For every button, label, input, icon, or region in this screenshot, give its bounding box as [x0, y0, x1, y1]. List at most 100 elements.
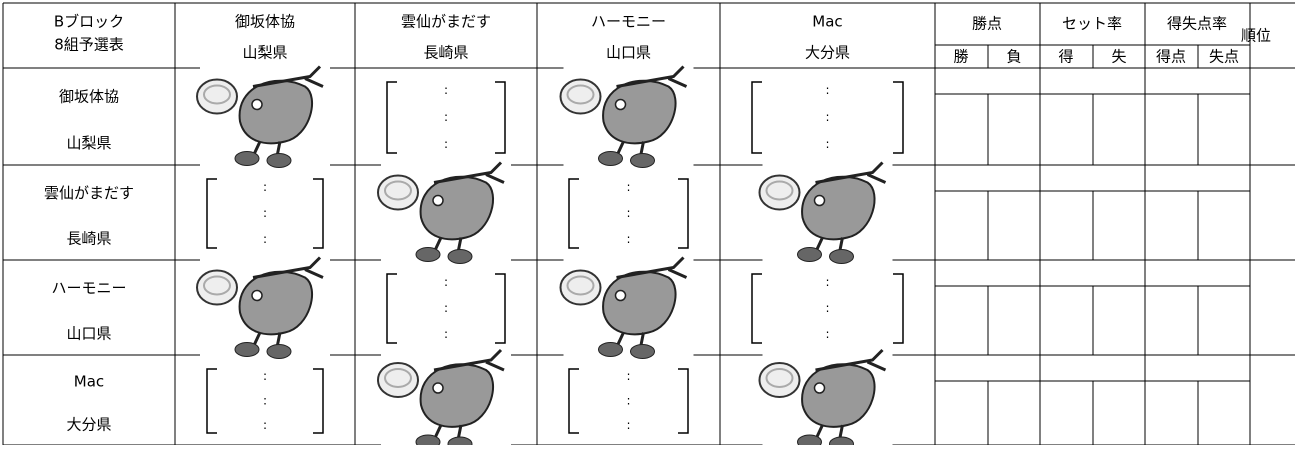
score-separator: :	[626, 369, 630, 383]
row-team-name: ハーモニー	[51, 279, 126, 297]
column-team-name: 雲仙がまだす	[401, 13, 491, 31]
mascot-icon	[377, 348, 511, 449]
score-separator: :	[263, 206, 267, 220]
stats-subheader: 失点	[1209, 48, 1239, 66]
bracket-left	[751, 273, 762, 344]
bracket-left	[206, 178, 217, 249]
mascot-band	[433, 348, 505, 372]
bracket-right	[893, 81, 904, 154]
mascot-eye	[813, 382, 826, 394]
score-separator: :	[444, 110, 448, 124]
score-separator: :	[263, 180, 267, 194]
score-separator: :	[263, 394, 267, 408]
score-separator: :	[444, 301, 448, 315]
score-separator: :	[825, 110, 829, 124]
mascot-body	[801, 363, 876, 428]
mascot-band	[616, 256, 688, 279]
mascot-ball-shine	[203, 84, 231, 105]
mascot-ball-shine	[384, 368, 412, 388]
mascot-foot	[598, 151, 623, 166]
column-team-pref: 山梨県	[242, 44, 287, 62]
bracket-left	[386, 81, 397, 154]
score-separator: :	[626, 418, 630, 432]
score-separator: :	[825, 327, 829, 341]
mascot-foot	[630, 153, 655, 168]
row-team-name: Mac	[74, 373, 104, 391]
bracket-left	[568, 178, 579, 249]
header-group: 8組予選表	[54, 36, 124, 54]
mascot-eye	[251, 289, 263, 302]
stats-header: 勝点	[972, 15, 1002, 33]
mascot-band	[616, 65, 688, 88]
score-separator: :	[263, 232, 267, 246]
mascot-foot	[415, 434, 441, 449]
stats-header: 順位	[1241, 27, 1271, 45]
mascot-foot	[447, 249, 473, 264]
score-separator: :	[263, 418, 267, 432]
bracket-left	[386, 273, 397, 344]
mascot-icon	[559, 256, 694, 360]
mascot-body	[419, 175, 495, 241]
bracket-left	[568, 368, 579, 434]
row-team-pref: 大分県	[66, 416, 111, 434]
score-separator: :	[626, 232, 630, 246]
column-team-name: Mac	[812, 13, 842, 31]
bracket-right	[495, 81, 506, 154]
score-separator: :	[825, 275, 829, 289]
mascot-foot	[234, 151, 260, 166]
column-team-pref: 大分県	[805, 44, 850, 62]
mascot-band	[252, 65, 324, 88]
stats-header: セット率	[1062, 15, 1122, 33]
mascot-foot	[415, 247, 441, 262]
header-block: Bブロック	[54, 13, 124, 31]
mascot-body	[238, 79, 314, 145]
column-team-pref: 長崎県	[423, 44, 468, 62]
mascot-foot	[797, 434, 822, 449]
mascot-foot	[829, 249, 854, 264]
mascot-body	[801, 175, 876, 241]
score-separator: :	[444, 275, 448, 289]
mascot-eye	[432, 194, 444, 207]
mascot-ball-shine	[203, 275, 231, 296]
mascot-band	[815, 161, 887, 184]
mascot-foot	[598, 342, 623, 357]
score-separator: :	[626, 394, 630, 408]
mascot-band	[433, 161, 505, 184]
row-team-pref: 山口県	[66, 325, 111, 343]
stats-header: 得失点率	[1167, 15, 1227, 33]
mascot-eye	[614, 98, 627, 111]
mascot-band	[815, 348, 887, 372]
score-separator: :	[626, 180, 630, 194]
mascot-foot	[266, 153, 292, 168]
score-separator: :	[825, 137, 829, 151]
mascot-body	[602, 270, 677, 336]
bracket-right	[495, 273, 506, 344]
row-team-name: 御坂体協	[59, 88, 119, 106]
mascot-eye	[251, 98, 263, 111]
mascot-icon	[196, 65, 330, 169]
mascot-eye	[813, 194, 826, 207]
stats-subheader: 失	[1111, 48, 1126, 66]
mascot-foot	[630, 344, 655, 359]
mascot-eye	[614, 289, 627, 302]
mascot-ball-shine	[765, 180, 794, 201]
mascot-ball-shine	[566, 84, 595, 105]
column-team-name: ハーモニー	[591, 13, 666, 31]
bracket-right	[678, 368, 689, 434]
bracket-right	[678, 178, 689, 249]
bracket-right	[313, 368, 324, 434]
mascot-icon	[196, 256, 330, 360]
mascot-foot	[234, 342, 260, 357]
bracket-right	[313, 178, 324, 249]
mascot-icon	[559, 65, 694, 169]
mascot-foot	[266, 344, 292, 359]
mascot-eye	[432, 382, 444, 394]
stats-subheader: 得	[1058, 48, 1073, 66]
stats-subheader: 得点	[1156, 48, 1186, 66]
score-separator: :	[263, 369, 267, 383]
stats-subheader: 負	[1006, 48, 1021, 66]
bracket-left	[206, 368, 217, 434]
score-separator: :	[626, 206, 630, 220]
